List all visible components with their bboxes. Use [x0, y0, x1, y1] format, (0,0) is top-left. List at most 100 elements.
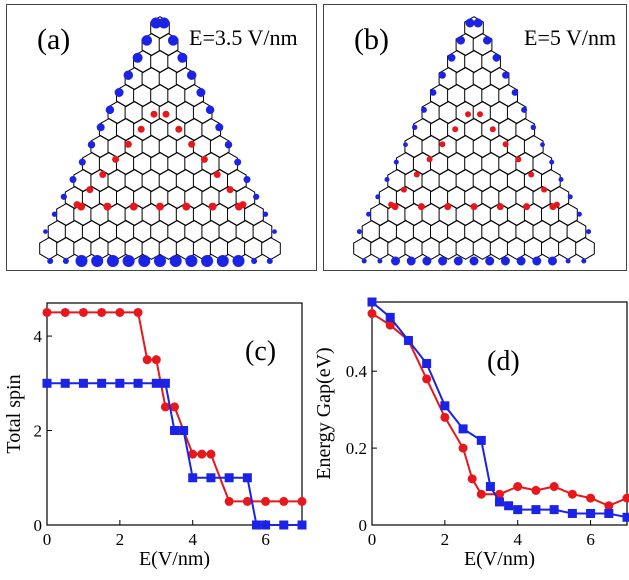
data-point-circle — [160, 402, 170, 412]
data-point-circle — [78, 307, 88, 317]
spin-dots — [43, 17, 277, 267]
spin-down-dot — [208, 202, 217, 211]
spin-dots — [356, 18, 592, 266]
data-point-circle — [385, 320, 395, 330]
data-point-circle — [42, 307, 52, 317]
x-tick-label: 0 — [43, 530, 52, 549]
x-tick-label: 4 — [188, 530, 197, 549]
data-point-square — [485, 482, 495, 492]
spin-down-dot — [400, 186, 407, 193]
y-tick-label: 2 — [34, 422, 43, 441]
spin-down-dot — [124, 140, 132, 148]
data-point-circle — [60, 307, 70, 317]
data-point-square — [495, 497, 504, 507]
data-point-circle — [297, 496, 307, 506]
series-line — [371, 301, 628, 519]
spin-up-dot — [586, 229, 592, 235]
spin-up-dot — [540, 142, 545, 148]
data-point-circle — [467, 474, 477, 484]
data-point-square — [179, 426, 189, 436]
spin-up-dot — [567, 194, 573, 200]
spin-up-dot — [469, 256, 479, 266]
panel-a-label: (a) — [37, 23, 71, 56]
spin-down-dot — [477, 111, 483, 118]
data-point-square — [476, 435, 486, 445]
lattice-cells — [353, 16, 595, 260]
spin-up-dot — [403, 142, 408, 148]
lattice-hexagon — [558, 237, 578, 260]
spin-up-dot — [201, 255, 214, 267]
spin-down-dot — [496, 203, 504, 211]
data-point-square — [261, 520, 271, 530]
spin-up-dot — [266, 258, 273, 264]
spin-up-dot — [406, 256, 416, 266]
x-tick-label: 6 — [586, 530, 595, 549]
spin-up-dot — [43, 229, 48, 234]
x-tick-label: 2 — [116, 530, 125, 549]
spin-down-dot — [541, 186, 548, 193]
data-point-circle — [567, 489, 577, 499]
y-tick-label: 0.2 — [346, 439, 367, 458]
spin-up-dot — [132, 52, 143, 63]
spin-down-dot — [523, 203, 531, 211]
data-point-circle — [197, 449, 207, 459]
lattice-hexagon — [56, 237, 76, 260]
lattice-hexagon — [541, 237, 561, 260]
spin-up-dot — [356, 229, 362, 235]
spin-up-dot — [473, 18, 483, 28]
lattice-hexagon — [472, 237, 493, 260]
spin-down-dot — [103, 202, 112, 211]
spin-down-dot — [426, 156, 433, 163]
spin-down-dot — [452, 126, 459, 133]
spin-up-dot — [375, 194, 381, 200]
spin-up-dot — [114, 88, 124, 97]
lattice-hexagon — [438, 237, 459, 260]
lattice-hexagon — [387, 237, 407, 260]
data-point-square — [170, 426, 179, 436]
spin-up-dot — [69, 176, 77, 183]
data-point-square — [97, 378, 107, 388]
spin-up-dot — [272, 229, 277, 234]
data-point-circle — [279, 496, 289, 506]
data-point-square — [297, 520, 307, 530]
spin-up-dot — [492, 53, 501, 62]
data-point-circle — [242, 496, 252, 506]
spin-down-dot — [391, 203, 399, 211]
spin-up-dot — [243, 176, 251, 183]
data-point-square — [242, 473, 252, 483]
spin-up-dot — [91, 255, 104, 267]
data-point-square — [151, 378, 161, 388]
spin-up-dot — [215, 123, 224, 132]
data-point-square — [458, 424, 468, 434]
data-point-circle — [422, 374, 432, 384]
data-point-square — [188, 473, 198, 483]
spin-up-dot — [154, 255, 166, 267]
x-tick-label: 2 — [441, 530, 450, 549]
spin-down-dot — [465, 111, 471, 118]
panel-b-field: E=5 V/nm — [524, 25, 617, 50]
spin-up-dot — [384, 177, 390, 182]
spin-down-dot — [156, 202, 164, 211]
spin-down-dot — [444, 203, 452, 211]
spin-up-dot — [196, 88, 206, 97]
x-tick-label: 4 — [513, 530, 522, 549]
lattice-hexagon — [39, 237, 59, 260]
spin-up-dot — [216, 255, 229, 267]
spin-up-dot — [532, 256, 542, 266]
spin-down-dot — [213, 171, 221, 178]
lattice-svg-a — [39, 16, 281, 267]
spin-up-dot — [456, 36, 465, 45]
spin-up-dot — [253, 193, 260, 200]
spin-up-dot — [106, 255, 119, 267]
lattice-panel-b: (b) E=5 V/nm — [323, 4, 627, 271]
data-point-square — [567, 508, 577, 518]
spin-up-dot — [549, 159, 555, 165]
spin-up-dot — [60, 193, 67, 200]
data-point-square — [440, 401, 450, 411]
x-axis-label: E(V/nm) — [464, 548, 535, 570]
data-point-square — [622, 512, 629, 522]
spin-up-dot — [420, 106, 427, 113]
data-point-square — [367, 297, 377, 307]
spin-up-dot — [453, 256, 463, 266]
